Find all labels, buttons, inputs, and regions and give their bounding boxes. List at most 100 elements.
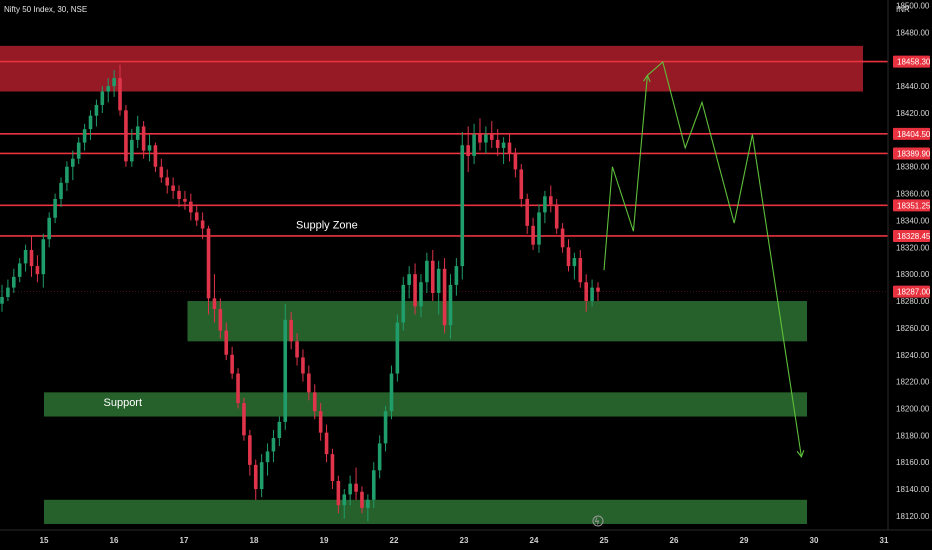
candle[interactable] — [419, 274, 423, 318]
candle[interactable] — [59, 177, 63, 208]
candle[interactable] — [23, 244, 28, 272]
candle[interactable] — [454, 258, 459, 296]
candle[interactable] — [554, 198, 559, 234]
candle[interactable] — [366, 494, 370, 522]
candle[interactable] — [118, 64, 122, 116]
candle[interactable] — [566, 239, 571, 272]
candle[interactable] — [277, 416, 282, 447]
candle[interactable] — [501, 137, 506, 165]
candle[interactable] — [407, 266, 411, 299]
candle[interactable] — [94, 99, 99, 127]
candle[interactable] — [389, 365, 394, 420]
candle[interactable] — [289, 311, 293, 350]
candle[interactable] — [230, 346, 234, 379]
candle[interactable] — [484, 126, 488, 154]
candle[interactable] — [206, 225, 211, 315]
candle[interactable] — [88, 110, 93, 140]
candle[interactable] — [354, 467, 358, 500]
candle[interactable] — [301, 349, 305, 382]
candle[interactable] — [0, 284, 4, 312]
candle[interactable] — [560, 223, 565, 253]
candle[interactable] — [53, 193, 57, 224]
candle[interactable] — [448, 274, 453, 339]
candle[interactable] — [548, 185, 553, 213]
candle[interactable] — [572, 252, 577, 280]
candle[interactable] — [430, 249, 435, 302]
candle[interactable] — [578, 249, 583, 288]
candle[interactable] — [395, 314, 400, 382]
candle[interactable] — [425, 252, 429, 293]
candle[interactable] — [41, 233, 46, 288]
candle[interactable] — [112, 70, 116, 97]
candle[interactable] — [348, 475, 352, 506]
candle[interactable] — [212, 274, 217, 323]
candle[interactable] — [236, 368, 240, 409]
candle[interactable] — [218, 298, 223, 339]
candle[interactable] — [460, 131, 465, 280]
candle[interactable] — [82, 123, 87, 151]
candle[interactable] — [265, 443, 270, 476]
candle[interactable] — [135, 115, 140, 148]
replay-icon[interactable] — [592, 515, 604, 527]
candle[interactable] — [489, 121, 494, 148]
candle[interactable] — [495, 129, 500, 156]
candle[interactable] — [224, 322, 229, 361]
candle[interactable] — [371, 462, 376, 508]
candle[interactable] — [71, 150, 75, 181]
candle[interactable] — [312, 384, 317, 420]
candle[interactable] — [124, 104, 128, 167]
candle[interactable] — [165, 169, 170, 194]
candle[interactable] — [413, 263, 417, 315]
candle[interactable] — [401, 276, 406, 331]
candle[interactable] — [189, 193, 193, 221]
candle[interactable] — [283, 303, 288, 430]
candle[interactable] — [17, 258, 22, 283]
supply-zone-0[interactable] — [0, 45, 863, 92]
candle[interactable] — [519, 164, 524, 208]
candle[interactable] — [584, 274, 588, 312]
candle[interactable] — [259, 454, 264, 498]
projection-path[interactable] — [603, 60, 802, 457]
candle[interactable] — [543, 190, 547, 224]
candle[interactable] — [531, 217, 535, 250]
candle[interactable] — [360, 486, 364, 514]
candle[interactable] — [442, 258, 447, 334]
candle[interactable] — [596, 282, 600, 302]
candle[interactable] — [248, 429, 252, 476]
candle[interactable] — [6, 279, 10, 302]
candle[interactable] — [318, 403, 323, 441]
candle[interactable] — [295, 333, 299, 366]
candle[interactable] — [436, 260, 441, 315]
candle[interactable] — [194, 204, 199, 226]
candle[interactable] — [141, 121, 146, 159]
candle[interactable] — [200, 212, 205, 240]
candle[interactable] — [336, 475, 341, 514]
candle[interactable] — [65, 161, 69, 191]
time-axis[interactable]: 15 16 17 18 19 22 23 24 25 26 29 30 31 — [40, 536, 889, 545]
candle[interactable] — [537, 204, 541, 253]
demand-zone-2[interactable] — [44, 392, 807, 417]
candle[interactable] — [183, 190, 187, 210]
candle[interactable] — [466, 126, 470, 173]
candle[interactable] — [159, 158, 164, 183]
candle[interactable] — [29, 236, 34, 277]
candle[interactable] — [478, 118, 482, 151]
candle[interactable] — [342, 489, 347, 519]
candle[interactable] — [472, 123, 476, 165]
candle[interactable] — [271, 429, 276, 463]
demand-zone-3[interactable] — [44, 499, 807, 524]
candle[interactable] — [153, 142, 158, 173]
candle[interactable] — [12, 268, 16, 293]
candle[interactable] — [242, 397, 246, 441]
candle[interactable] — [147, 134, 152, 162]
demand-zone-1[interactable] — [187, 301, 808, 342]
candle[interactable] — [507, 134, 512, 162]
candle[interactable] — [177, 185, 181, 208]
candle[interactable] — [76, 137, 81, 165]
candle[interactable] — [307, 365, 311, 401]
candle[interactable] — [35, 255, 40, 283]
candle[interactable] — [130, 129, 134, 167]
candle[interactable] — [513, 147, 518, 178]
candle[interactable] — [171, 177, 175, 199]
